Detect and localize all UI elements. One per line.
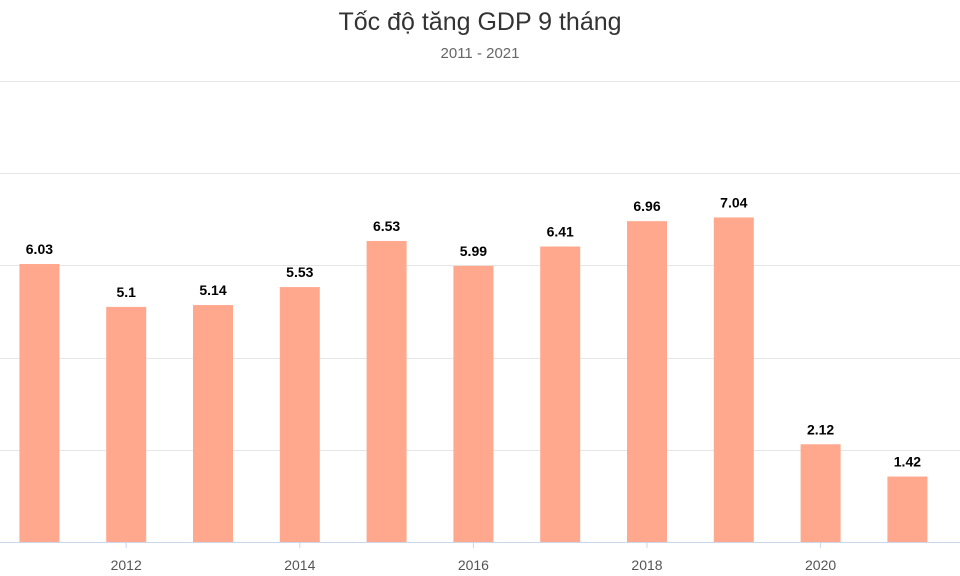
data-label-2013: 5.14 <box>199 282 226 298</box>
data-label-2011: 6.03 <box>26 241 53 257</box>
bar-2017[interactable] <box>540 246 581 542</box>
bar-2021[interactable] <box>887 476 928 542</box>
chart-subtitle: 2011 - 2021 <box>440 45 520 62</box>
data-label-2018: 6.96 <box>633 198 660 214</box>
data-label-2014: 5.53 <box>286 264 313 280</box>
data-label-2020: 2.12 <box>807 421 834 437</box>
data-label-2012: 5.1 <box>116 284 136 300</box>
bar-2016[interactable] <box>453 265 494 542</box>
data-label-2016: 5.99 <box>460 243 487 259</box>
bar-2013[interactable] <box>193 305 233 542</box>
x-tick-label-2012: 2012 <box>111 557 142 573</box>
bars <box>19 217 928 543</box>
bar-2020[interactable] <box>800 444 841 542</box>
bar-2018[interactable] <box>627 221 667 543</box>
data-label-2019: 7.04 <box>720 194 747 210</box>
bar-2011[interactable] <box>19 264 60 542</box>
data-label-2015: 6.53 <box>373 218 400 234</box>
data-label-2021: 1.42 <box>894 454 921 470</box>
data-labels: 6.03 5.1 5.14 5.53 6.53 5.99 6.41 6.96 7.04 2.12 1… <box>26 194 921 469</box>
data-label-2017: 6.41 <box>547 223 574 239</box>
chart-title: Tốc độ tăng GDP 9 tháng <box>338 8 622 36</box>
bar-2019[interactable] <box>713 217 754 542</box>
bar-2015[interactable] <box>366 240 407 543</box>
x-axis: 2012 2014 2016 2018 2020 <box>0 542 960 573</box>
x-tick-label-2016: 2016 <box>458 557 489 573</box>
x-tick-label-2018: 2018 <box>631 557 662 573</box>
x-tick-label-2014: 2014 <box>284 557 315 573</box>
bar-2012[interactable] <box>106 306 147 542</box>
bar-2014[interactable] <box>279 287 320 542</box>
x-tick-label-2020: 2020 <box>805 557 836 573</box>
